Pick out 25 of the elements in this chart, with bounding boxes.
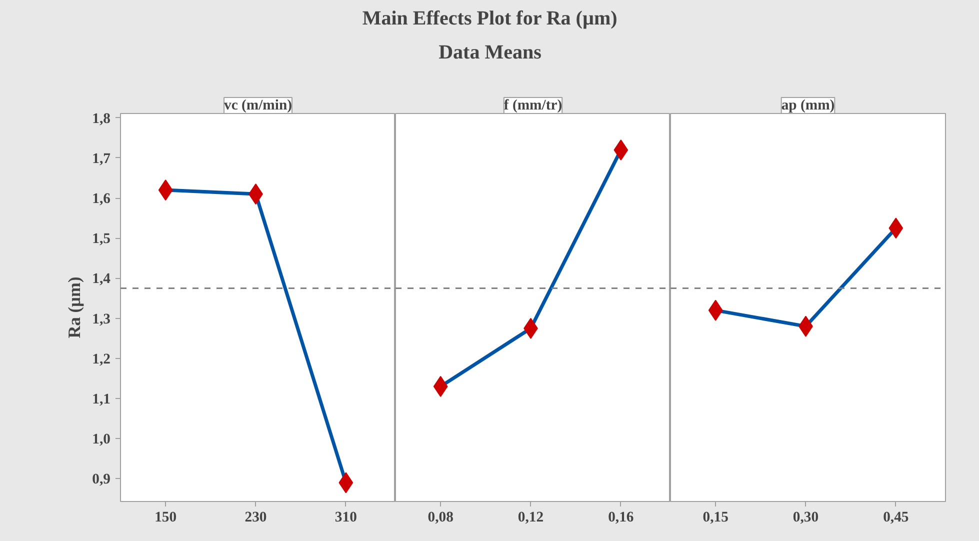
text: Main Effects Plot for Ra (µm) [362, 8, 618, 30]
y-tick-label: 1,1 [92, 391, 111, 408]
x-tick-label: 0,08 [428, 510, 454, 526]
x-tick-label: 310 [334, 510, 357, 526]
chart-title: f (mm/tr) [504, 98, 562, 114]
x-tick-label: 230 [244, 510, 267, 526]
y-tick-label: 1,3 [92, 311, 111, 328]
chart-title: vc (m/min) [224, 98, 292, 114]
y-tick-label: 0,9 [92, 472, 111, 488]
chart-title: ap (mm) [781, 98, 835, 114]
y-tick-label: 1,8 [92, 110, 111, 127]
y-tick-label: 1,6 [92, 191, 111, 208]
y-tick-label: 1,7 [92, 150, 111, 167]
y-tick-label: 1,4 [92, 271, 112, 288]
y-tick-label: 1,5 [92, 231, 111, 248]
x-tick-label: 0,12 [518, 510, 544, 526]
y-axis-title: Ra (µm) [65, 276, 84, 338]
y-tick-label: 1,2 [92, 351, 111, 368]
x-tick-label: 0,16 [608, 510, 634, 526]
x-tick-label: 0,15 [702, 510, 728, 526]
x-tick-label: 150 [154, 510, 177, 526]
y-tick-label: 1,0 [92, 432, 111, 448]
text: Data Means [438, 42, 542, 64]
x-tick-label: 0,45 [883, 510, 909, 526]
x-tick-label: 0,30 [792, 510, 819, 526]
